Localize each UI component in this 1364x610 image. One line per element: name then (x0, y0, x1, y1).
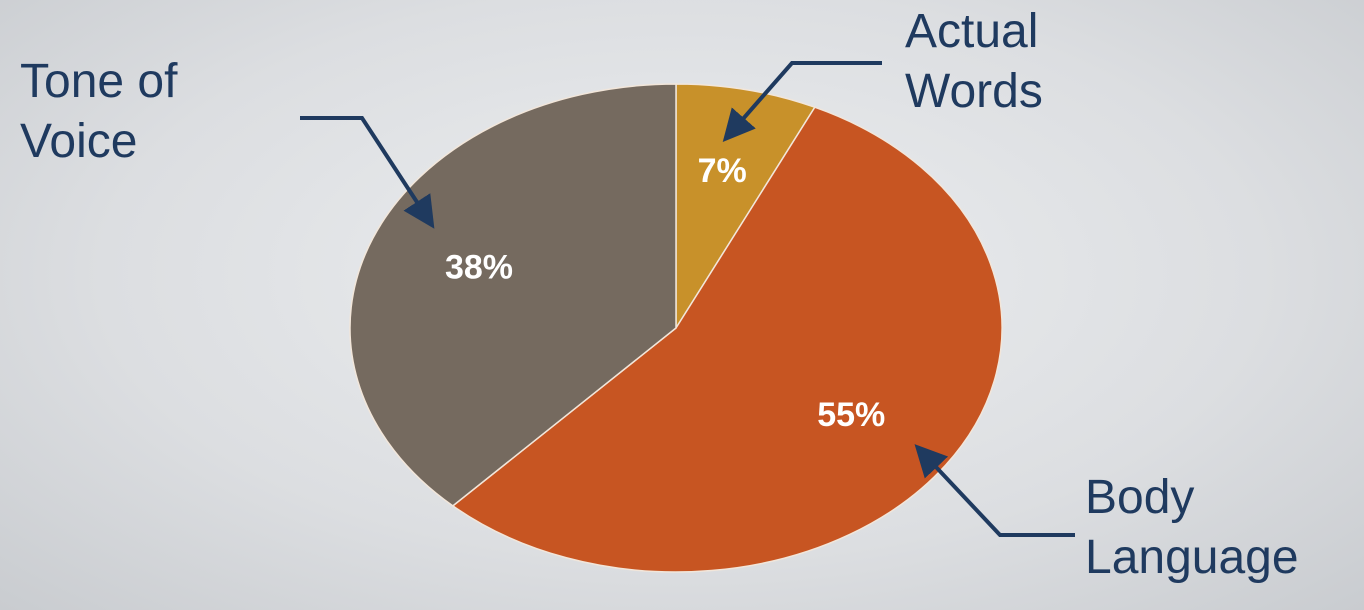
slide: 7% 55% 38% Actual Words Body Language Tone… (0, 0, 1364, 610)
pie: 7% 55% 38% (350, 84, 1002, 572)
value-label: 7% (698, 152, 747, 190)
category-label: Actual Words (905, 2, 1105, 122)
category-label: Body Language (1085, 468, 1355, 588)
category-label: Tone of Voice (20, 52, 250, 172)
value-label: 55% (817, 396, 885, 434)
value-label: 38% (445, 249, 513, 287)
